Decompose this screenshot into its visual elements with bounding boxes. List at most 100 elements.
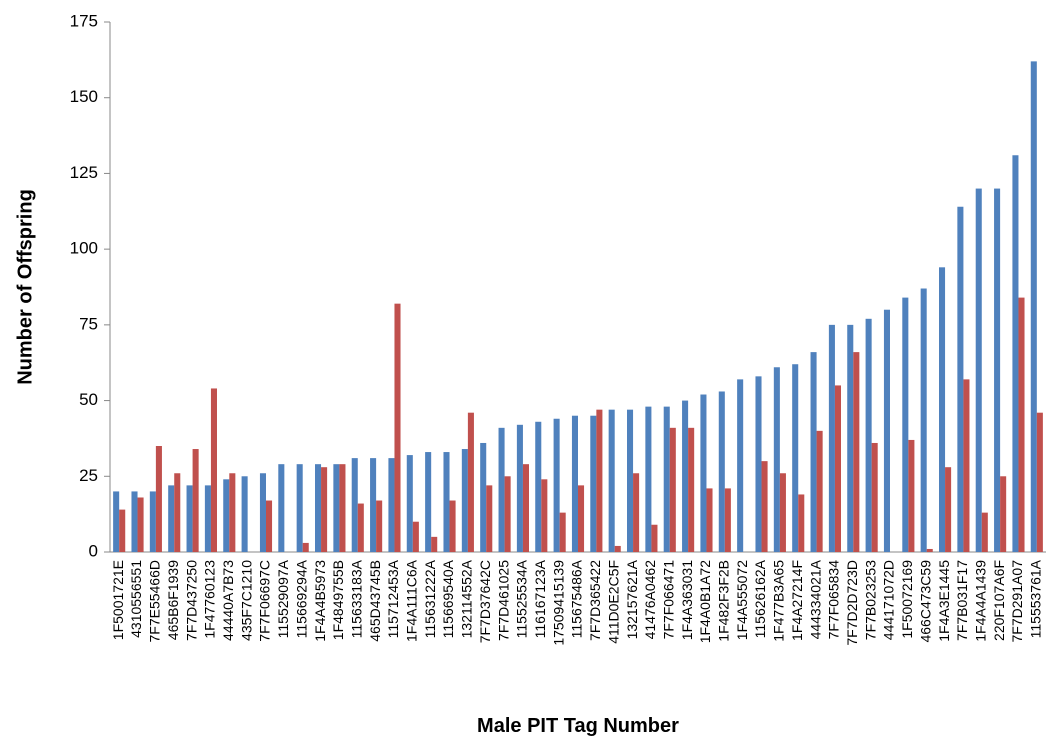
bar <box>578 485 585 552</box>
bar <box>223 479 230 552</box>
bar <box>627 409 634 552</box>
x-tick-label: 444171072D <box>881 560 897 640</box>
y-axis-title: Number of Offspring <box>14 189 36 385</box>
bar <box>504 476 511 552</box>
bar <box>737 379 744 552</box>
bar <box>315 464 322 552</box>
x-tick-label: 115633183A <box>348 559 364 638</box>
x-tick-label: 1F4A3E1445 <box>936 560 952 642</box>
bar <box>553 418 560 552</box>
bar <box>792 364 799 552</box>
bar <box>321 467 328 552</box>
bar <box>706 488 713 552</box>
bar <box>994 188 1001 553</box>
bar <box>296 464 303 552</box>
x-tick-label: 7F7F06697C <box>257 560 273 642</box>
x-tick-label: 1F47760123 <box>202 560 218 639</box>
bar <box>259 473 266 552</box>
x-tick-label: 411D0E2C5F <box>605 560 621 644</box>
bar <box>480 442 487 552</box>
bar <box>412 521 419 552</box>
bar <box>798 494 805 552</box>
x-tick-label: 1F4A363031 <box>679 560 695 640</box>
bar <box>963 379 970 552</box>
bar <box>541 479 548 552</box>
bar <box>1018 297 1025 552</box>
bar <box>210 388 217 552</box>
x-tick-label: 465B6F1939 <box>165 560 181 640</box>
bar <box>522 464 529 552</box>
x-tick-label: 115525534A <box>514 559 530 638</box>
bar <box>1036 412 1043 552</box>
bar <box>113 491 120 552</box>
x-tick-label: 7F7D461025 <box>495 560 511 641</box>
bar <box>773 367 780 552</box>
bar <box>700 394 707 552</box>
x-tick-label: 115631222A <box>422 559 438 638</box>
bar <box>131 491 138 552</box>
x-tick-label: 7F7D37642C <box>477 560 493 643</box>
y-tick-label: 0 <box>89 541 98 560</box>
bar <box>559 512 566 552</box>
bar <box>1012 155 1019 552</box>
x-tick-label: 444334021A <box>807 559 823 639</box>
bar <box>596 409 603 552</box>
bar <box>834 385 841 552</box>
bar <box>945 467 952 552</box>
x-tick-label: 435F7C1210 <box>238 560 254 641</box>
y-tick-label: 75 <box>79 314 98 333</box>
x-tick-label: 7F7D437250 <box>183 560 199 641</box>
bar <box>669 427 676 552</box>
x-tick-label: 465D43745B <box>367 560 383 642</box>
x-tick-label: 7F7D365422 <box>587 560 603 641</box>
x-tick-label: 1F482F3F2B <box>716 560 732 642</box>
y-tick-label: 100 <box>70 239 98 258</box>
x-tick-label: 7F7D291A07 <box>1009 560 1025 643</box>
bar <box>939 267 946 552</box>
bar <box>571 415 578 552</box>
bar <box>663 406 670 552</box>
bar <box>810 352 817 552</box>
x-tick-label: 7F7B023253 <box>862 560 878 640</box>
bar <box>975 188 982 553</box>
bar <box>682 400 689 552</box>
bar <box>865 318 872 552</box>
bar <box>461 449 468 552</box>
bar <box>370 458 377 552</box>
bar <box>241 476 248 552</box>
x-tick-label: 7F7F065834 <box>826 560 842 640</box>
bar <box>376 500 383 552</box>
x-tick-label: 44440A7B73 <box>220 560 236 641</box>
bar <box>1030 61 1037 552</box>
x-tick-label: 466C473C59 <box>917 560 933 643</box>
bar <box>339 464 346 552</box>
x-tick-label: 115675486A <box>569 559 585 638</box>
bar <box>645 406 652 552</box>
bar <box>718 391 725 552</box>
bar <box>614 545 621 552</box>
x-tick-label: 1F4A111C6A <box>404 559 420 642</box>
bar <box>486 485 493 552</box>
x-tick-label: 132157621A <box>624 559 640 639</box>
x-tick-label: 220F107A6F <box>991 560 1007 641</box>
bar <box>333 464 340 552</box>
bar <box>608 409 615 552</box>
x-tick-label: 17509415139 <box>550 560 566 646</box>
bar <box>394 303 401 552</box>
x-tick-label: 41476A0462 <box>642 560 658 640</box>
x-tick-label: 132114552A <box>459 559 475 638</box>
bar <box>871 442 878 552</box>
x-tick-label: 1F4A555072 <box>734 560 750 640</box>
bar <box>761 461 768 552</box>
bar <box>724 488 731 552</box>
bar <box>908 439 915 552</box>
x-tick-label: 1F4A0B1A72 <box>697 560 713 643</box>
x-tick-label: 115553761A <box>1028 559 1044 638</box>
bar <box>443 452 450 552</box>
bar <box>926 548 933 552</box>
bar <box>920 288 927 552</box>
bar <box>168 485 175 552</box>
x-tick-label: 7F7D2D723D <box>844 560 860 646</box>
bar <box>957 206 964 552</box>
